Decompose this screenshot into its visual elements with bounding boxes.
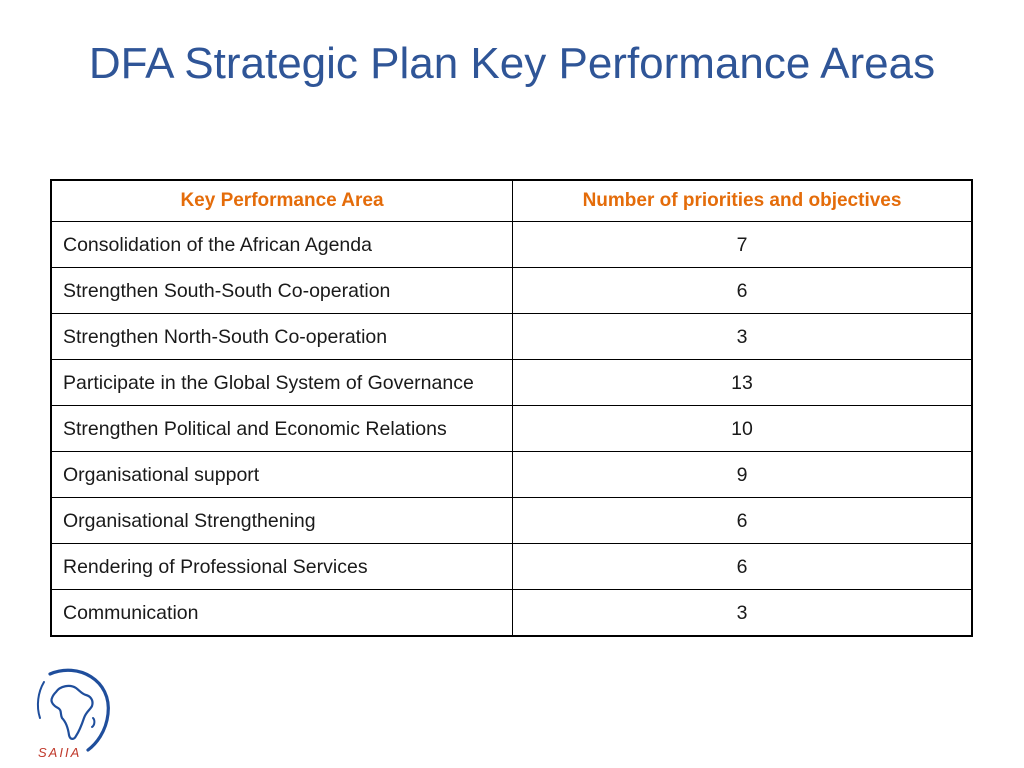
- count-cell: 6: [512, 543, 973, 590]
- count-cell: 9: [512, 451, 973, 498]
- table-header-row: Key Performance Area Number of prioritie…: [50, 179, 973, 222]
- kpa-table: Key Performance Area Number of prioritie…: [50, 179, 973, 637]
- table-row: Participate in the Global System of Gove…: [50, 359, 973, 406]
- table-row: Organisational support 9: [50, 451, 973, 498]
- count-cell: 3: [512, 589, 973, 637]
- count-cell: 3: [512, 313, 973, 360]
- count-cell: 7: [512, 221, 973, 268]
- area-cell: Strengthen Political and Economic Relati…: [50, 405, 513, 452]
- area-cell: Strengthen South-South Co-operation: [50, 267, 513, 314]
- table-row: Strengthen South-South Co-operation 6: [50, 267, 973, 314]
- area-cell: Consolidation of the African Agenda: [50, 221, 513, 268]
- area-cell: Participate in the Global System of Gove…: [50, 359, 513, 406]
- count-cell: 10: [512, 405, 973, 452]
- area-cell: Communication: [50, 589, 513, 637]
- column-header-count: Number of priorities and objectives: [512, 179, 973, 222]
- area-cell: Organisational Strengthening: [50, 497, 513, 544]
- count-cell: 6: [512, 267, 973, 314]
- count-cell: 6: [512, 497, 973, 544]
- table-row: Communication 3: [50, 589, 973, 637]
- table-row: Rendering of Professional Services 6: [50, 543, 973, 590]
- area-cell: Strengthen North-South Co-operation: [50, 313, 513, 360]
- table-row: Consolidation of the African Agenda 7: [50, 221, 973, 268]
- column-header-area: Key Performance Area: [50, 179, 513, 222]
- table-row: Strengthen Political and Economic Relati…: [50, 405, 973, 452]
- page-title: DFA Strategic Plan Key Performance Areas: [88, 39, 936, 88]
- africa-map-icon: SAIIA: [36, 668, 110, 760]
- area-cell: Rendering of Professional Services: [50, 543, 513, 590]
- count-cell: 13: [512, 359, 973, 406]
- saiia-logo: SAIIA: [30, 662, 116, 762]
- area-cell: Organisational support: [50, 451, 513, 498]
- table-row: Strengthen North-South Co-operation 3: [50, 313, 973, 360]
- logo-text: SAIIA: [38, 745, 81, 760]
- table-row: Organisational Strengthening 6: [50, 497, 973, 544]
